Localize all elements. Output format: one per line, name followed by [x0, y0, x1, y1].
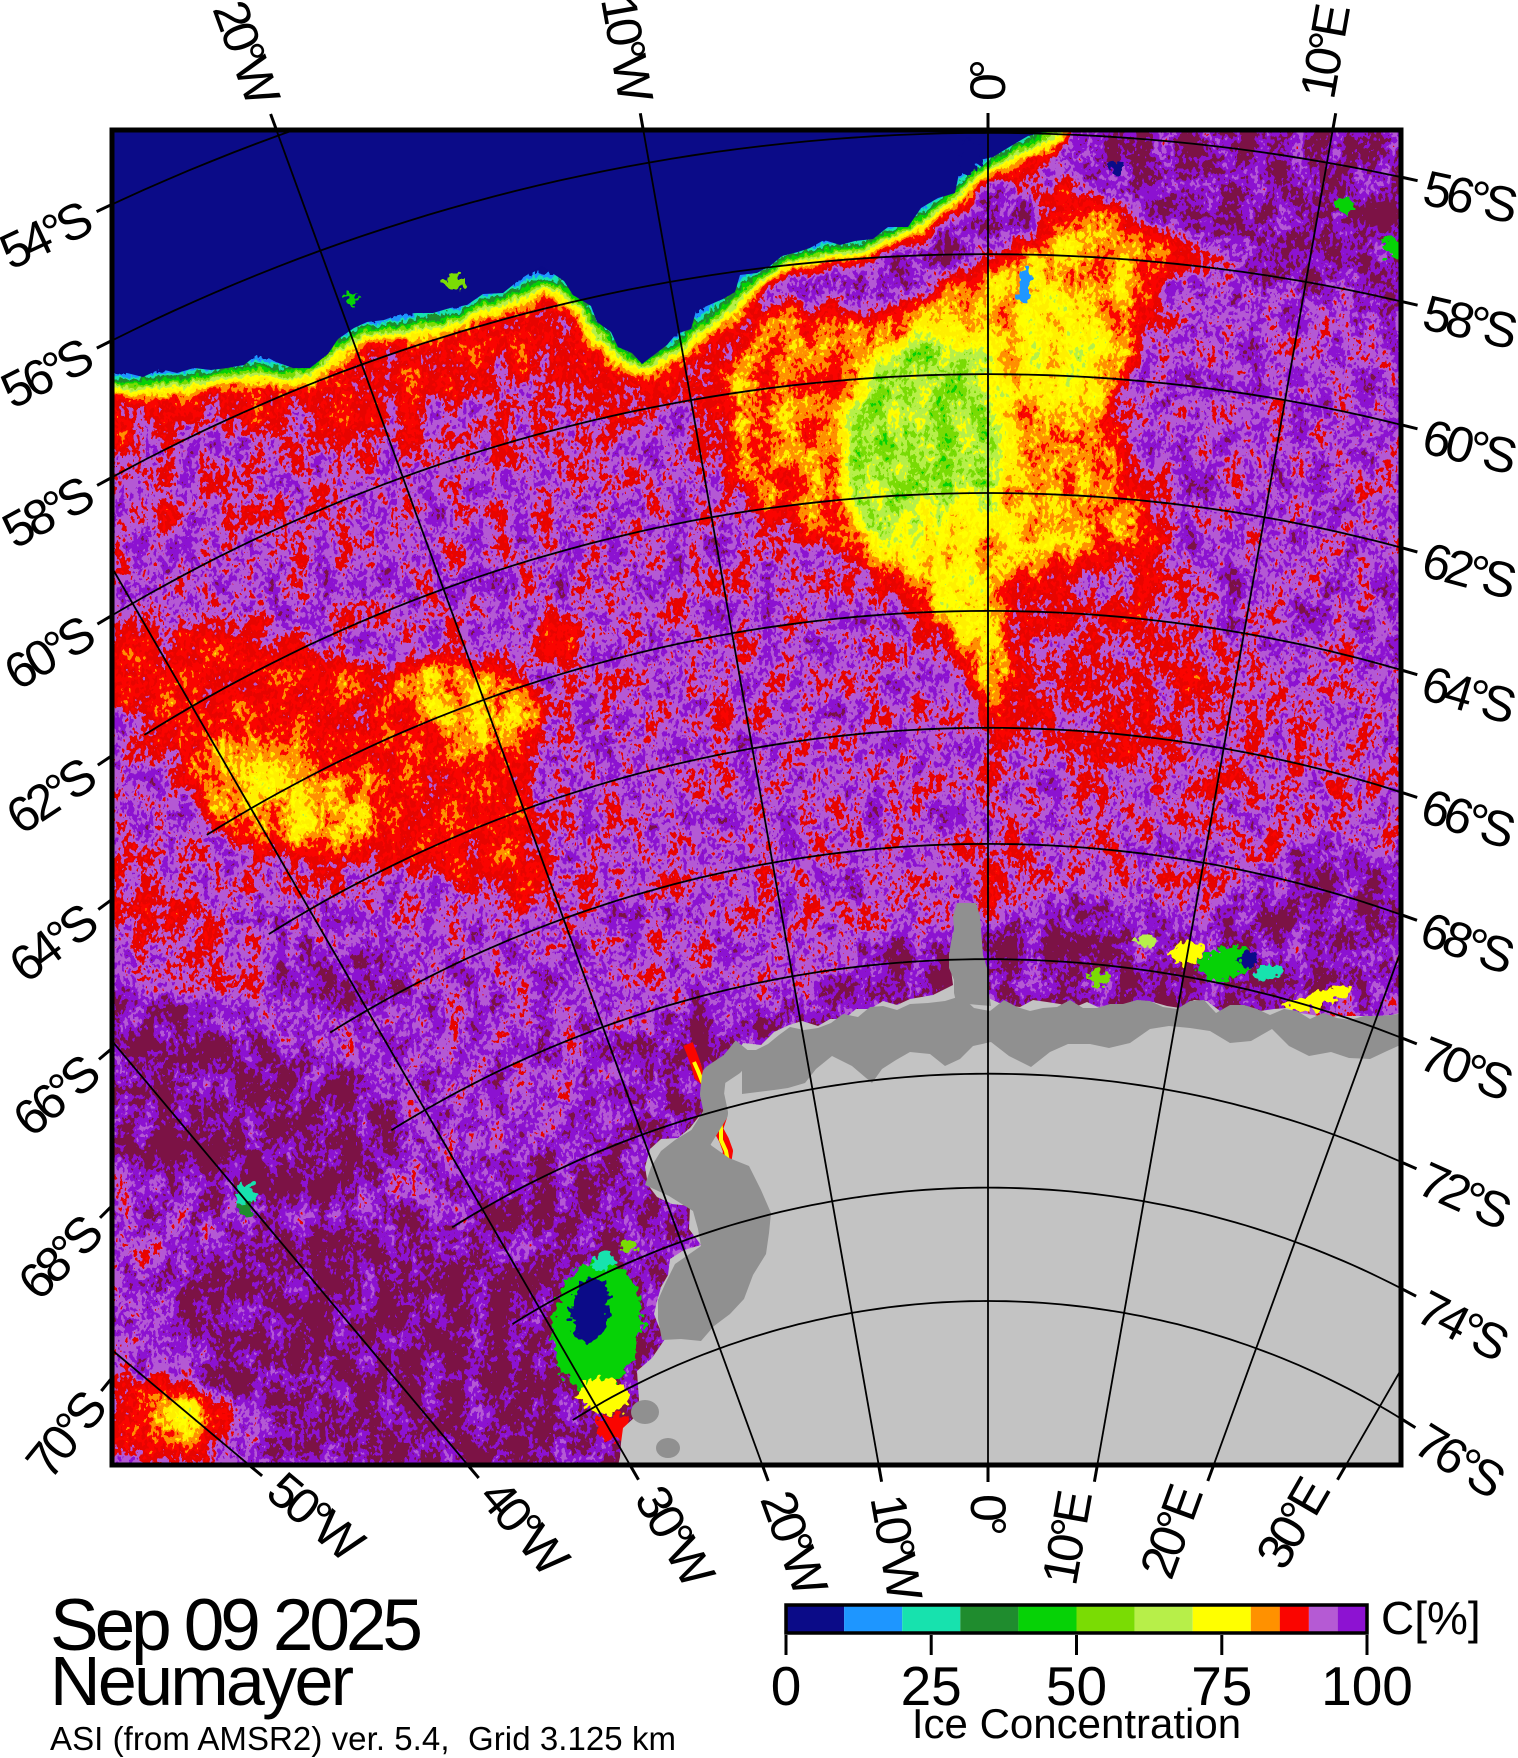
svg-text:Ice Concentration: Ice Concentration — [912, 1700, 1241, 1747]
svg-text:50: 50 — [1046, 1655, 1107, 1717]
svg-text:C[%]: C[%] — [1381, 1592, 1481, 1644]
svg-text:100: 100 — [1321, 1655, 1413, 1717]
svg-text:0: 0 — [771, 1655, 802, 1717]
svg-text:ASI (from AMSR2) ver. 5.4, Gr: ASI (from AMSR2) ver. 5.4, Grid 3.125 km — [50, 1720, 676, 1757]
svg-text:Neumayer: Neumayer — [50, 1642, 354, 1720]
svg-text:0°: 0° — [960, 1494, 1016, 1536]
svg-text:75: 75 — [1191, 1655, 1252, 1717]
svg-text:25: 25 — [901, 1655, 962, 1717]
svg-text:0°: 0° — [960, 59, 1016, 101]
svg-text:Sep 09 2025: Sep 09 2025 — [50, 1585, 423, 1666]
